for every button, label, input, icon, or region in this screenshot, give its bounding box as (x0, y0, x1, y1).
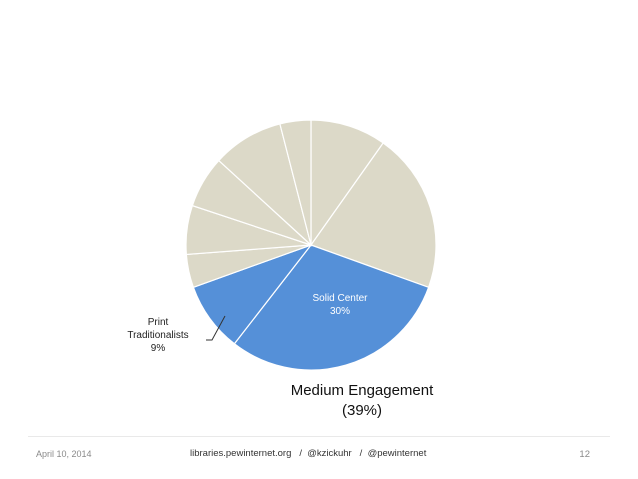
print-traditionalists-name: Print Traditionalists (110, 316, 206, 342)
print-word: Print (147, 317, 169, 328)
solid-center-name: Solid Center (312, 293, 368, 304)
footer-handle-kzickuhr[interactable]: @kzickuhr (307, 448, 352, 459)
page-number: 12 (579, 449, 590, 460)
footer-handle-pewinternet[interactable]: @pewinternet (367, 448, 427, 459)
footer-date: April 10, 2014 (36, 449, 92, 459)
footer-links: libraries.pewinternet.org / @kzickuhr / … (190, 448, 426, 459)
solid-center-label: Solid Center 30% (290, 292, 390, 318)
footer-divider (28, 436, 610, 437)
pie-slice-1 (310, 119, 385, 247)
traditionalists-word: Traditionalists (127, 330, 189, 341)
medium-engagement-label: Medium Engagement (39%) (262, 381, 462, 421)
print-traditionalists-percent: 9% (150, 343, 166, 354)
solid-center-percent: 30% (329, 306, 350, 317)
footer-site-link[interactable]: libraries.pewinternet.org (190, 448, 292, 459)
pie-slice-3 (233, 244, 430, 371)
medium-engagement-title: Medium Engagement (290, 382, 434, 399)
print-traditionalists-leader-line (206, 315, 226, 341)
pie-slice-9 (279, 119, 312, 246)
medium-engagement-percent: (39%) (341, 402, 382, 419)
print-traditionalists-label: Print Traditionalists 9% (110, 316, 206, 355)
footer-separator: / (359, 448, 363, 459)
footer-separator: / (299, 448, 302, 459)
pie-slice-2 (310, 142, 437, 289)
